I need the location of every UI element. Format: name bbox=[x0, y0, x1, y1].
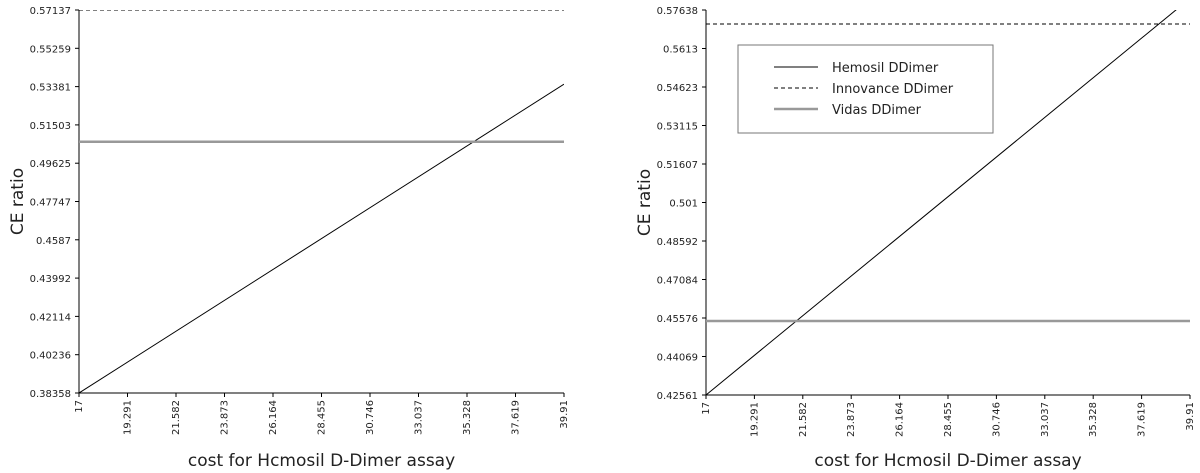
y-tick-label: 0.55259 bbox=[30, 44, 71, 55]
x-tick-label: 17 bbox=[701, 402, 712, 415]
x-tick-label: 37.619 bbox=[1137, 402, 1148, 437]
subplot: 0.42561 0.44069 0.45576 0.47084 0.48592 0.501… bbox=[635, 6, 1196, 471]
x-tick-label: 28.455 bbox=[317, 400, 328, 435]
y-tick-label: 0.42561 bbox=[657, 391, 698, 402]
y-tick-label: 0.49625 bbox=[30, 159, 71, 170]
y-tick-label: 0.47084 bbox=[657, 276, 698, 287]
legend-box bbox=[737, 44, 994, 134]
x-tick-label: 21.582 bbox=[798, 402, 809, 437]
y-tick-label: 0.47747 bbox=[30, 198, 71, 209]
y-axis-title: CE ratio bbox=[8, 168, 28, 235]
y-tick-label: 0.54623 bbox=[657, 83, 698, 94]
legend-label: Vidas DDimer bbox=[832, 103, 922, 118]
x-tick-label: 37.619 bbox=[511, 400, 522, 435]
x-tick-label: 21.582 bbox=[171, 400, 182, 435]
y-tick-label: 0.53115 bbox=[657, 121, 698, 132]
y-tick-label: 0.51607 bbox=[657, 160, 698, 171]
y-axis-title: CE ratio bbox=[635, 169, 655, 236]
x-tick-label: 30.746 bbox=[991, 402, 1002, 437]
x-tick-label: 39.91 bbox=[1185, 402, 1196, 431]
y-tick-label: 0.44069 bbox=[657, 352, 698, 363]
subplot: 0.38358 0.40236 0.42114 0.43992 0.4587 0.4774… bbox=[8, 6, 570, 471]
series-line bbox=[79, 83, 564, 393]
x-tick-label: 17 bbox=[74, 400, 85, 413]
y-tick-label: 0.501 bbox=[669, 198, 698, 209]
x-tick-label: 33.037 bbox=[414, 400, 425, 435]
x-tick-label: 19.291 bbox=[123, 400, 134, 435]
legend-label: Hemosil DDimer bbox=[832, 61, 939, 76]
y-tick-label: 0.4587 bbox=[36, 236, 71, 247]
x-tick-label: 35.328 bbox=[462, 400, 473, 435]
x-tick-label: 19.291 bbox=[749, 402, 760, 437]
legend-label: Innovance DDimer bbox=[832, 82, 954, 97]
x-tick-label: 35.328 bbox=[1088, 402, 1099, 437]
y-tick-label: 0.53381 bbox=[30, 83, 71, 94]
series-line bbox=[706, 10, 1177, 395]
y-tick-label: 0.40236 bbox=[30, 351, 71, 362]
y-tick-label: 0.43992 bbox=[30, 274, 71, 285]
x-tick-label: 26.164 bbox=[268, 400, 279, 435]
x-tick-label: 23.873 bbox=[846, 402, 857, 437]
x-tick-label: 30.746 bbox=[365, 400, 376, 435]
x-axis-title: cost for Hcmosil D-Dimer assay bbox=[814, 451, 1081, 471]
y-tick-label: 0.5613 bbox=[663, 45, 698, 56]
x-tick-label: 33.037 bbox=[1040, 402, 1051, 437]
y-tick-label: 0.45576 bbox=[657, 314, 698, 325]
x-axis-title: cost for Hcmosil D-Dimer assay bbox=[188, 451, 455, 471]
y-tick-label: 0.57638 bbox=[657, 6, 698, 17]
y-tick-label: 0.57137 bbox=[30, 6, 71, 17]
y-tick-label: 0.48592 bbox=[657, 237, 698, 248]
x-tick-label: 26.164 bbox=[895, 402, 906, 437]
y-tick-label: 0.51503 bbox=[30, 121, 71, 132]
x-tick-label: 28.455 bbox=[943, 402, 954, 437]
x-tick-label: 39.91 bbox=[559, 400, 570, 429]
legend: Hemosil DDimer Innovance DDimer Vidas DDim… bbox=[737, 44, 994, 134]
x-tick-label: 23.873 bbox=[220, 400, 231, 435]
y-tick-label: 0.38358 bbox=[30, 389, 71, 400]
y-tick-label: 0.42114 bbox=[30, 312, 71, 323]
